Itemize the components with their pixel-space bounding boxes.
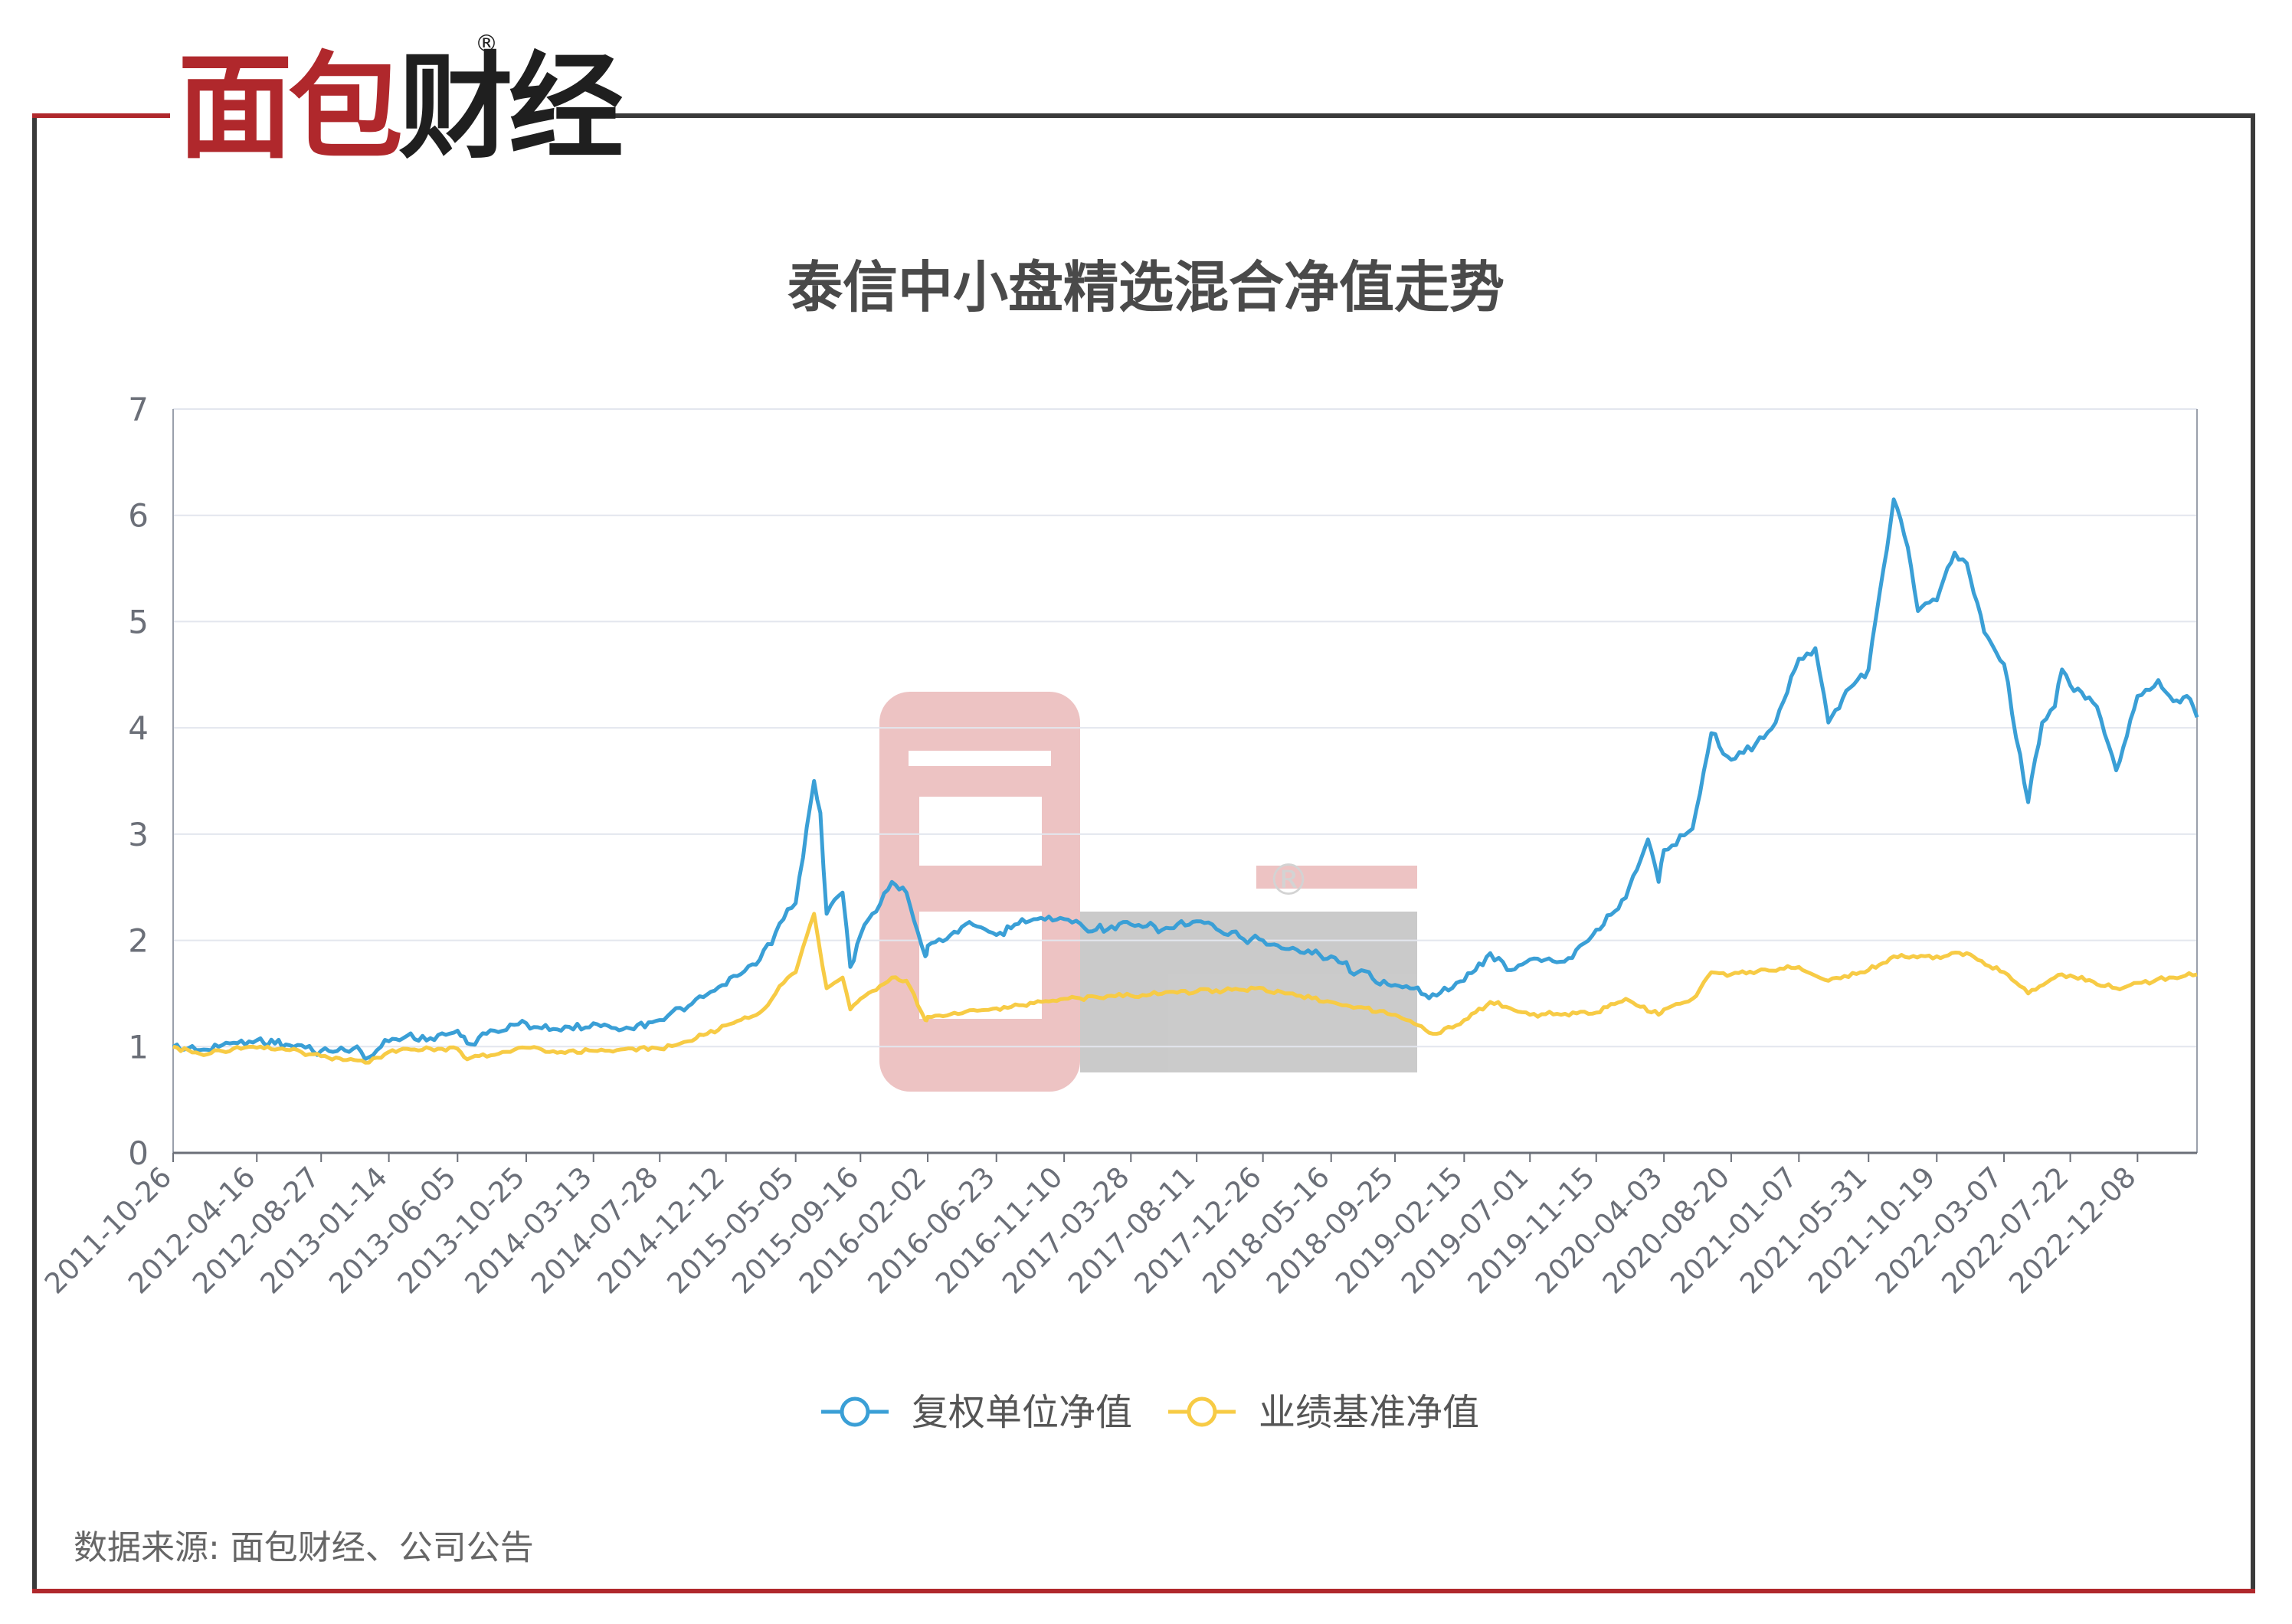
brand-logo-red: 面包 — [178, 41, 403, 175]
chart-title: 泰信中小盘精选混合净值走势 — [787, 255, 1505, 319]
y-tick-label: 1 — [128, 1028, 149, 1066]
series-line-1 — [172, 497, 2199, 1061]
y-tick-label: 2 — [128, 922, 149, 960]
brand-logo-dark: 财经 — [398, 41, 624, 175]
y-tick-label: 4 — [128, 709, 149, 747]
frame-accent-top — [32, 113, 170, 118]
grid-lines — [173, 408, 2197, 1048]
legend-label: 复权单位净值 — [912, 1391, 1132, 1434]
watermark-logo: ® — [879, 692, 1417, 1092]
legend-label: 业绩基准净值 — [1259, 1391, 1479, 1434]
legend: 复权单位净值 业绩基准净值 — [821, 1391, 1479, 1434]
series-layer — [172, 497, 2199, 1065]
y-tick-label: 3 — [128, 816, 149, 853]
y-tick-label: 7 — [128, 391, 149, 428]
brand-logo — [170, 31, 599, 176]
svg-text:®: ® — [1267, 856, 1310, 905]
legend-marker — [840, 1396, 870, 1427]
legend-marker — [1187, 1396, 1217, 1427]
source-note: 数据来源: 面包财经、公司公告 — [74, 1528, 534, 1567]
x-axis: 2011-10-262012-04-162012-08-272013-01-14… — [38, 1151, 2197, 1300]
y-tick-label: 6 — [128, 497, 149, 535]
series-line-2 — [172, 912, 2198, 1065]
y-tick-label: 5 — [128, 603, 149, 640]
registered-mark: ® — [475, 31, 498, 57]
y-axis: 0 1 2 3 4 5 6 7 — [128, 391, 2198, 1172]
frame-accent-bottom — [32, 1589, 2255, 1593]
y-tick-label: 0 — [128, 1135, 149, 1172]
brand-logo-text: 面包财经 — [178, 51, 624, 165]
